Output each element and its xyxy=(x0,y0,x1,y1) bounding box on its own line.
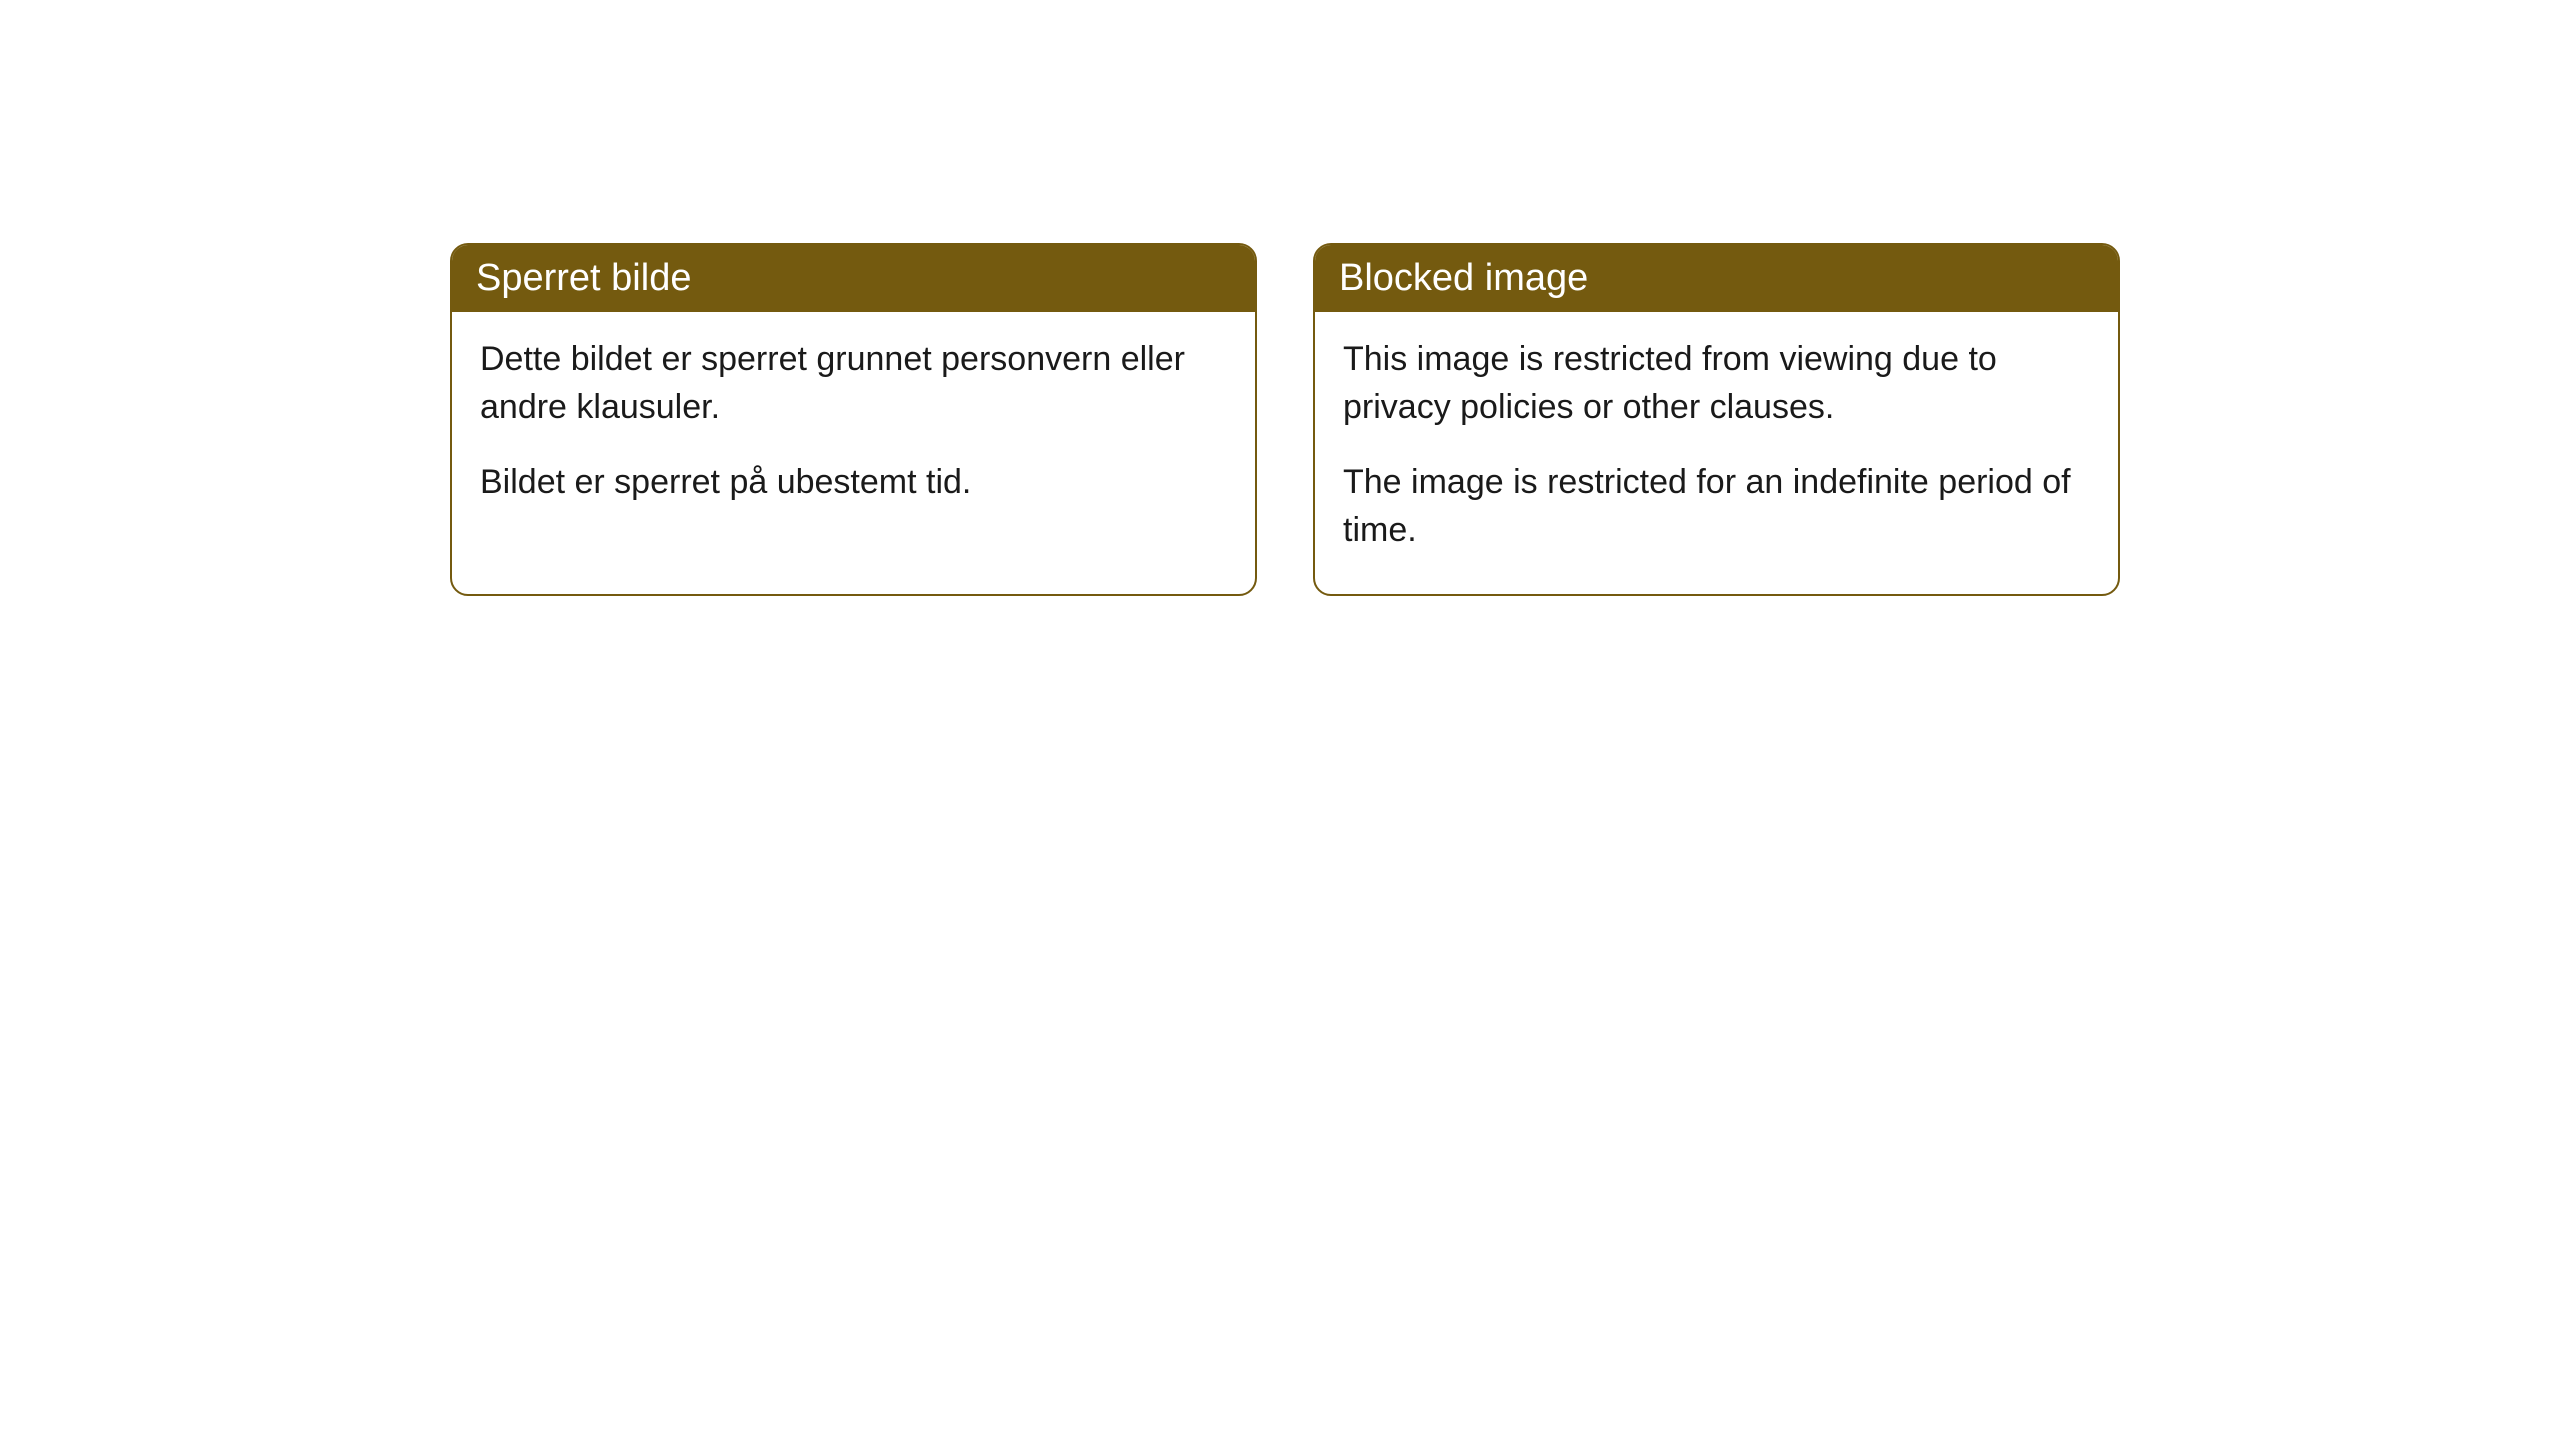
card-header: Blocked image xyxy=(1315,245,2118,312)
card-paragraph: Dette bildet er sperret grunnet personve… xyxy=(480,336,1227,431)
card-body: Dette bildet er sperret grunnet personve… xyxy=(452,312,1255,547)
card-title: Blocked image xyxy=(1339,257,1588,299)
card-title: Sperret bilde xyxy=(476,257,691,299)
card-paragraph: This image is restricted from viewing du… xyxy=(1343,336,2090,431)
card-paragraph: The image is restricted for an indefinit… xyxy=(1343,459,2090,554)
card-paragraph: Bildet er sperret på ubestemt tid. xyxy=(480,459,1227,507)
card-body: This image is restricted from viewing du… xyxy=(1315,312,2118,594)
card-container: Sperret bilde Dette bildet er sperret gr… xyxy=(450,243,2120,596)
blocked-image-card-norwegian: Sperret bilde Dette bildet er sperret gr… xyxy=(450,243,1257,596)
blocked-image-card-english: Blocked image This image is restricted f… xyxy=(1313,243,2120,596)
card-header: Sperret bilde xyxy=(452,245,1255,312)
